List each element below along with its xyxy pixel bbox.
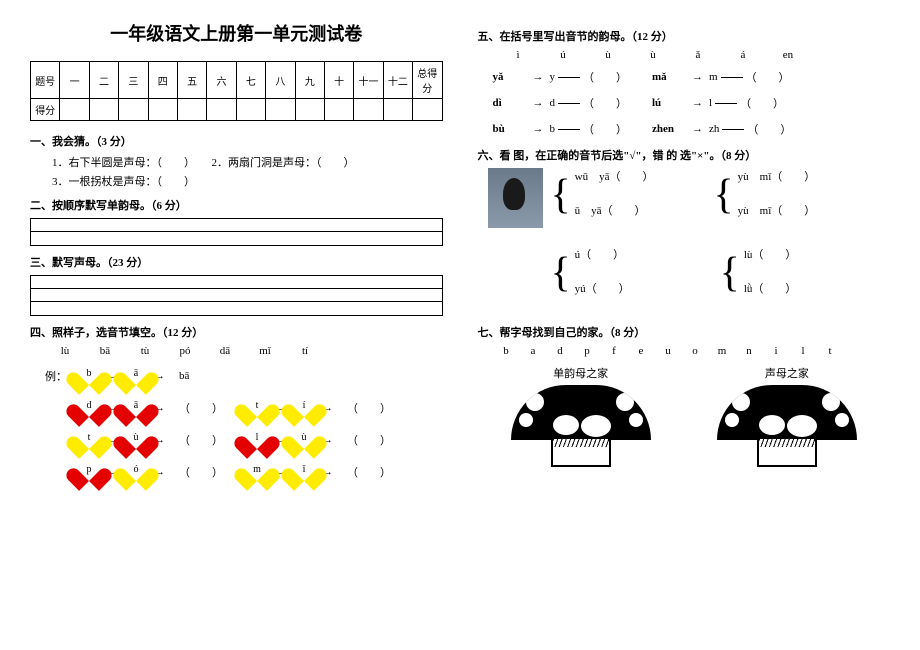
q6-row2: { ú（ ）yú（ ） { lù（ ）lǜ（ ） <box>488 246 891 314</box>
left-column: 一年级语文上册第一单元测试卷 题号一二三四五六七八九十十一十二总得分 得分 一、… <box>30 20 443 630</box>
writing-lines <box>30 218 443 246</box>
q1-1: 1．右下半圆是声母：（ ） 2．两扇门洞是声母：（ ） <box>52 154 443 170</box>
q1-3: 3．一根拐杖是声母：（ ） <box>52 173 443 189</box>
bird-image <box>488 168 543 228</box>
section-1-head: 一、我会猜。（3 分） <box>30 133 443 149</box>
page-title: 一年级语文上册第一单元测试卷 <box>30 20 443 46</box>
tone-row: ìúùùǎáen <box>496 49 891 61</box>
q6-row1: { wū yā（ ）ū yā（ ） { yù mǐ（ ）yù mī（ ） <box>488 168 891 236</box>
house-1: 单韵母之家 <box>511 365 651 465</box>
section-2-head: 二、按顺序默写单韵母。（6 分） <box>30 197 443 213</box>
house-2: 声母之家 <box>717 365 857 465</box>
section-6-head: 六、看 图，在正确的音节后选"√"，错 的 选"×"。（8 分） <box>478 147 891 163</box>
section-5-head: 五、在括号里写出音节的韵母。（12 分） <box>478 28 891 44</box>
section-7-head: 七、帮字母找到自己的家。（8 分） <box>478 324 891 340</box>
letter-row: badpfeuomnilt <box>493 345 891 357</box>
right-column: 五、在括号里写出音节的韵母。（12 分） ìúùùǎáen yǎ→y（ ）mǎ→… <box>478 20 891 630</box>
writing-lines <box>30 275 443 316</box>
syllable-row: lùbātùpódāmǐtí <box>45 345 443 357</box>
houses: 单韵母之家 声母之家 <box>478 365 891 465</box>
section-4-head: 四、照样子，选音节填空。（12 分） <box>30 324 443 340</box>
score-table: 题号一二三四五六七八九十十一十二总得分 得分 <box>30 61 443 121</box>
section-3-head: 三、默写声母。（23 分） <box>30 254 443 270</box>
